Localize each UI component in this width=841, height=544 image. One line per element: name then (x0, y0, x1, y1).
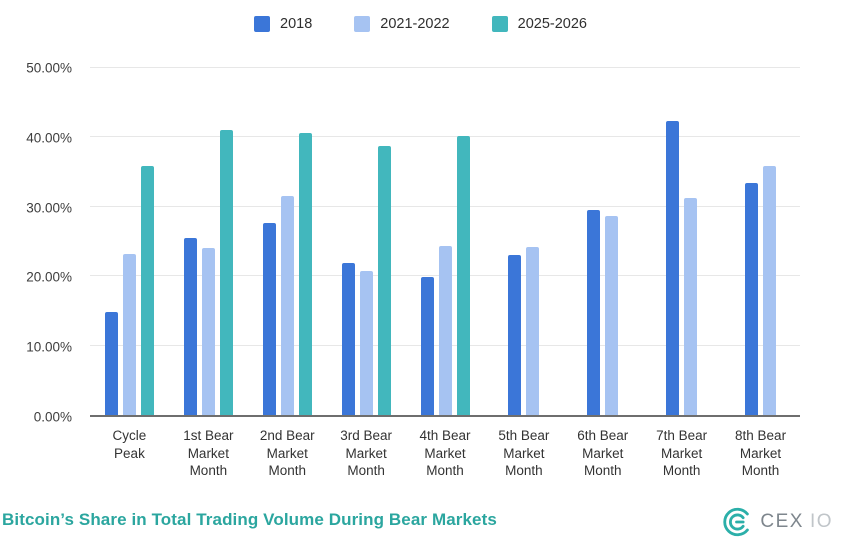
bar-2025-2026 (298, 133, 312, 415)
bar-group (642, 68, 721, 415)
legend-item: 2025-2026 (491, 16, 587, 32)
legend-swatch-icon (491, 16, 508, 32)
legend-label: 2018 (280, 16, 313, 32)
bar-groups (90, 68, 800, 415)
x-axis-label-cell: 3rd Bear Market Month (327, 427, 406, 480)
legend-label: 2025-2026 (517, 16, 587, 32)
x-axis-label-cell: 1st Bear Market Month (169, 427, 248, 480)
x-axis-label-cell: Cycle Peak (90, 427, 169, 480)
y-axis-tick-label: 20.00% (26, 269, 72, 285)
bar-2021-2022 (763, 165, 777, 415)
gridline (90, 205, 800, 207)
legend: 2018 2021-2022 2025-2026 (0, 16, 841, 32)
legend-item: 2021-2022 (354, 16, 450, 32)
legend-item: 2018 (254, 16, 312, 32)
legend-label: 2021-2022 (380, 16, 450, 32)
x-axis-label-cell: 5th Bear Market Month (484, 427, 563, 480)
bar-2018 (745, 183, 759, 415)
bar-2021-2022 (280, 195, 294, 415)
x-axis-tick-label: 6th Bear Market Month (577, 428, 629, 479)
legend-swatch-icon (254, 16, 271, 32)
bar-2021-2022 (359, 270, 373, 415)
bar-2018 (341, 263, 355, 415)
bar-2025-2026 (456, 136, 470, 415)
bar-2018 (587, 210, 601, 415)
bar-group (327, 68, 406, 415)
y-axis-tick-label: 10.00% (26, 339, 72, 355)
x-axis-tick-label: 5th Bear Market Month (498, 428, 550, 479)
bar-2021-2022 (201, 248, 215, 415)
plot-area (90, 67, 800, 417)
x-axis: Cycle Peak 1st Bear Market Month 2nd Bear … (90, 427, 800, 480)
x-axis-tick-label: 8th Bear Market Month (735, 428, 787, 479)
x-axis-label-cell: 4th Bear Market Month (406, 427, 485, 480)
y-axis-tick-label: 40.00% (26, 130, 72, 146)
x-axis-tick-label: 2nd Bear Market Month (259, 428, 315, 479)
bar-2018 (666, 120, 680, 415)
bar-group (248, 68, 327, 415)
brand-text-cex: CEX (760, 511, 804, 532)
gridline (90, 136, 800, 138)
x-axis-tick-label: 1st Bear Market Month (183, 428, 234, 479)
bar-2021-2022 (122, 254, 136, 415)
brand: CEX IO (720, 505, 833, 539)
bar-2021-2022 (526, 247, 540, 415)
x-axis-label-cell: 8th Bear Market Month (721, 427, 800, 480)
bar-2018 (183, 238, 197, 415)
bar-2018 (420, 276, 434, 415)
x-axis-tick-label: 4th Bear Market Month (419, 428, 471, 479)
bar-2025-2026 (219, 130, 233, 415)
x-axis-label-cell: 6th Bear Market Month (563, 427, 642, 480)
bar-group (406, 68, 485, 415)
bar-2021-2022 (438, 246, 452, 415)
y-axis: 0.00% 10.00% 20.00% 30.00% 40.00% 50.00% (0, 61, 80, 425)
x-axis-label-cell: 7th Bear Market Month (642, 427, 721, 480)
x-axis-tick-label: 3rd Bear Market Month (340, 428, 392, 479)
gridline (90, 67, 800, 68)
bar-2018 (104, 312, 118, 415)
brand-text-io: IO (809, 511, 833, 532)
bar-2021-2022 (684, 198, 698, 415)
bar-2021-2022 (605, 215, 619, 415)
x-axis-tick-label: 7th Bear Market Month (656, 428, 708, 479)
bar-group (90, 68, 169, 415)
bar-2018 (262, 222, 276, 415)
bar-group (721, 68, 800, 415)
bar-group (484, 68, 563, 415)
bar-group (169, 68, 248, 415)
y-axis-tick-label: 30.00% (26, 200, 72, 216)
bar-group (563, 68, 642, 415)
bar-2025-2026 (377, 145, 391, 415)
bar-2025-2026 (140, 165, 154, 415)
legend-swatch-icon (354, 16, 371, 32)
y-axis-tick-label: 50.00% (26, 60, 72, 76)
chart-title: Bitcoin’s Share in Total Trading Volume … (2, 510, 497, 529)
y-axis-tick-label: 0.00% (33, 409, 72, 425)
x-axis-tick-label: Cycle Peak (112, 428, 147, 461)
bar-2018 (508, 254, 522, 415)
cexio-logo-icon (723, 507, 750, 537)
x-axis-label-cell: 2nd Bear Market Month (248, 427, 327, 480)
